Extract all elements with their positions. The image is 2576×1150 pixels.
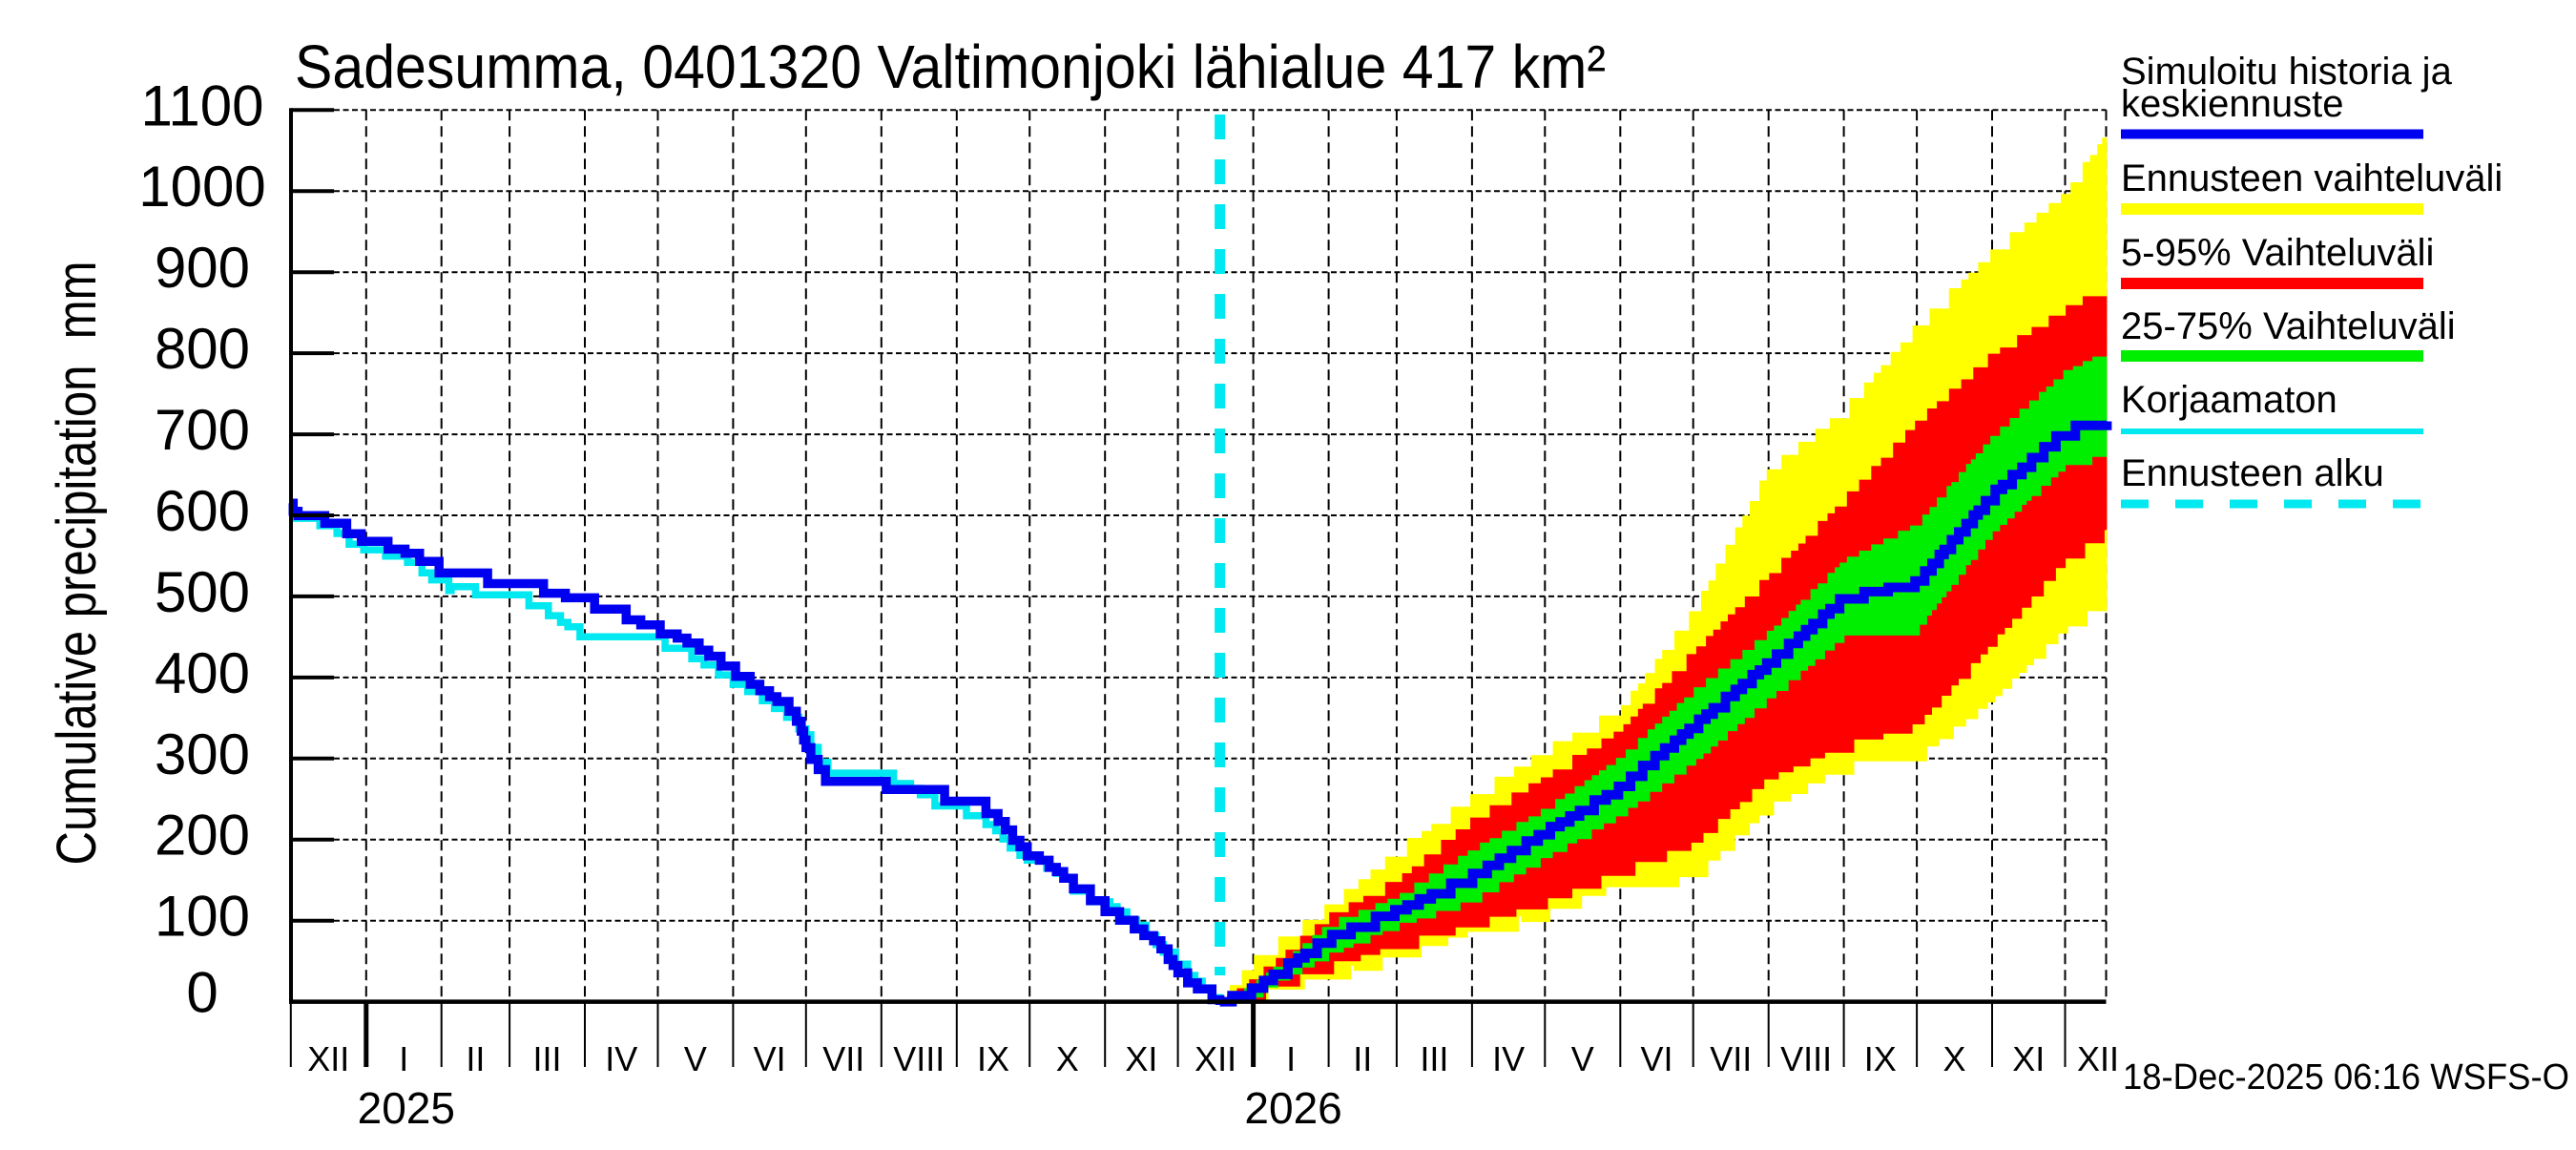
- svg-text:VIII: VIII: [893, 1039, 945, 1078]
- svg-text:XII: XII: [2077, 1039, 2119, 1078]
- svg-text:VIII: VIII: [1780, 1039, 1832, 1078]
- svg-text:Cumulative precipitation mm: Cumulative precipitation mm: [46, 261, 108, 866]
- svg-text:700: 700: [155, 398, 250, 462]
- svg-text:VI: VI: [754, 1039, 786, 1078]
- svg-text:2025: 2025: [358, 1083, 455, 1133]
- svg-text:IX: IX: [1864, 1039, 1897, 1078]
- svg-text:Korjaamaton: Korjaamaton: [2121, 379, 2337, 421]
- svg-text:V: V: [684, 1039, 707, 1078]
- svg-text:5-95% Vaihteluväli: 5-95% Vaihteluväli: [2121, 232, 2434, 274]
- svg-text:II: II: [466, 1039, 485, 1078]
- svg-text:IV: IV: [1492, 1039, 1525, 1078]
- svg-text:VII: VII: [1710, 1039, 1752, 1078]
- svg-text:XI: XI: [1125, 1039, 1157, 1078]
- svg-text:900: 900: [155, 236, 250, 300]
- svg-text:XII: XII: [1195, 1039, 1236, 1078]
- svg-text:X: X: [1056, 1039, 1079, 1078]
- svg-text:VI: VI: [1640, 1039, 1672, 1078]
- svg-text:18-Dec-2025 06:16 WSFS-O: 18-Dec-2025 06:16 WSFS-O: [2123, 1057, 2569, 1098]
- svg-text:X: X: [1942, 1039, 1965, 1078]
- svg-text:1100: 1100: [140, 73, 263, 137]
- svg-text:III: III: [1420, 1039, 1448, 1078]
- svg-text:25-75% Vaihteluväli: 25-75% Vaihteluväli: [2121, 305, 2456, 347]
- svg-text:XII: XII: [307, 1039, 349, 1078]
- svg-text:I: I: [1286, 1039, 1296, 1078]
- svg-text:IV: IV: [605, 1039, 637, 1078]
- svg-text:Ennusteen vaihteluväli: Ennusteen vaihteluväli: [2121, 157, 2503, 199]
- svg-text:800: 800: [155, 317, 250, 381]
- svg-text:VII: VII: [822, 1039, 864, 1078]
- svg-text:1000: 1000: [138, 155, 265, 219]
- svg-text:100: 100: [155, 885, 250, 949]
- svg-text:II: II: [1353, 1039, 1372, 1078]
- svg-text:200: 200: [155, 804, 250, 868]
- svg-text:0: 0: [186, 961, 218, 1025]
- svg-text:2026: 2026: [1244, 1083, 1341, 1133]
- svg-text:Simuloitu historia ja: Simuloitu historia ja: [2121, 51, 2453, 93]
- svg-text:300: 300: [155, 722, 250, 786]
- svg-text:III: III: [532, 1039, 561, 1078]
- svg-text:keskiennuste: keskiennuste: [2121, 83, 2343, 125]
- svg-text:Ennusteen alku: Ennusteen alku: [2121, 452, 2384, 494]
- svg-text:I: I: [399, 1039, 408, 1078]
- svg-text:XI: XI: [2012, 1039, 2045, 1078]
- svg-text:V: V: [1571, 1039, 1594, 1078]
- svg-text:600: 600: [155, 479, 250, 543]
- svg-text:Sadesumma, 0401320 Valtimonjok: Sadesumma, 0401320 Valtimonjoki lähialue…: [295, 32, 1606, 101]
- svg-text:500: 500: [155, 560, 250, 624]
- svg-text:400: 400: [155, 641, 250, 705]
- svg-text:IX: IX: [977, 1039, 1009, 1078]
